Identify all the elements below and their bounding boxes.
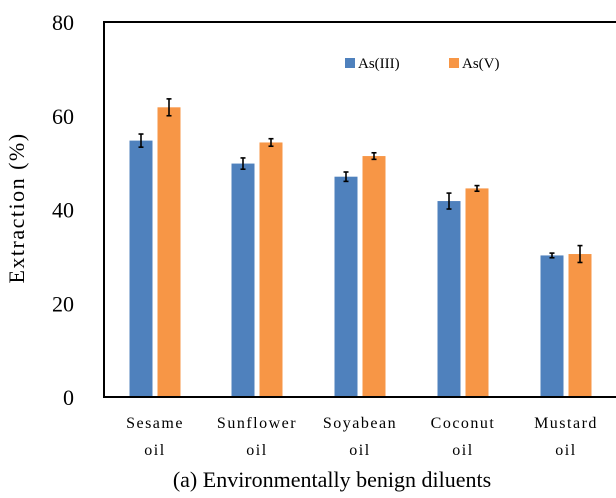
error-bar [549,252,555,259]
error-bar [138,133,144,148]
error-bars-layer [138,98,583,264]
bar-asiii-0 [129,140,153,397]
y-tick-label: 40 [52,198,74,223]
legend-label: As(III) [358,56,400,72]
bar-asiii-1 [231,163,255,397]
x-tick-label: Mustard oil [534,415,598,459]
error-bar [577,244,583,264]
y-tick-label: 80 [52,10,74,35]
legend-swatch [449,58,459,68]
bar-asv-1 [259,142,283,397]
bar-asv-2 [362,156,386,397]
y-tick-label: 60 [52,104,74,129]
error-bar [240,157,246,170]
y-tick-label: 0 [63,385,74,410]
bar-asiii-3 [437,201,461,397]
error-bar [446,192,452,210]
bars-layer [129,107,592,397]
x-tick-label: Soyabean oil [323,415,397,459]
x-tick-label: Sesame oil [126,415,184,459]
y-axis-ticks: 0 20 40 60 80 [52,10,74,410]
legend: As(III) As(V) [345,56,500,72]
bar-asiii-2 [334,176,358,397]
x-tick-label: Coconut oil [431,415,496,459]
bar-asiii-4 [540,255,564,397]
error-bar [343,171,349,183]
legend-label: As(V) [462,56,500,72]
error-bar [268,137,274,148]
y-tick-label: 20 [52,291,74,316]
error-bar [474,184,480,193]
bar-asv-0 [157,107,181,397]
bar-asv-4 [568,254,592,397]
legend-swatch [345,58,355,68]
error-bar [371,151,377,161]
chart-caption: (a) Environmentally benign diluents [173,467,491,492]
bar-asv-3 [465,188,489,397]
x-axis-ticks: Sesame oil Sunflower oil Soyabean oil Coconut o… [126,415,598,459]
plot-area-border [103,21,616,398]
error-bar [166,98,172,117]
y-axis-label: Extraction (%) [4,132,29,283]
x-tick-label: Sunflower oil [217,415,297,459]
